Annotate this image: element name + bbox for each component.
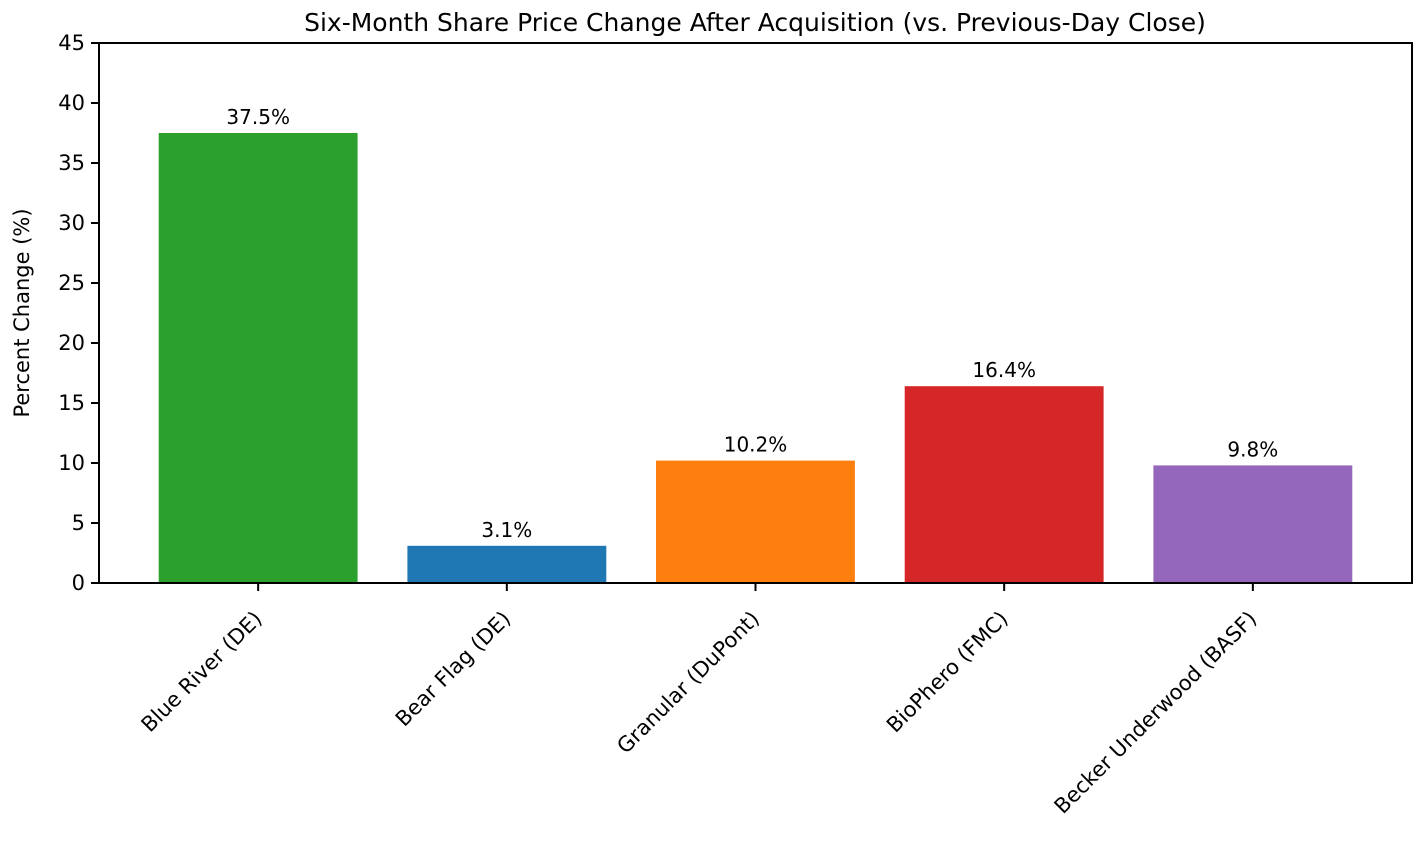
y-tick-label: 35 [58,151,85,175]
bar-3 [656,460,855,583]
x-tick-label-4: BioPhero (FMC) [882,607,1013,738]
chart-title: Six-Month Share Price Change After Acqui… [304,8,1206,37]
bar-value-label-4: 16.4% [972,358,1036,382]
y-tick-label: 25 [58,271,85,295]
bar-2 [407,545,607,583]
bar-1 [158,133,358,583]
y-tick-label: 5 [72,511,85,535]
x-tick-label-3: Granular (DuPont) [612,607,764,759]
y-tick-label: 20 [58,331,85,355]
x-tick-label-5: Becker Underwood (BASF) [1050,607,1262,819]
y-tick-label: 30 [58,211,85,235]
y-tick-label: 10 [58,451,85,475]
x-tick-label-2: Bear Flag (DE) [391,607,516,732]
bar-value-label-1: 37.5% [226,105,290,129]
y-tick-label: 45 [58,31,85,55]
bar-4 [904,386,1104,583]
y-axis-label: Percent Change (%) [10,208,34,417]
y-tick-label: 40 [58,91,85,115]
bar-5 [1153,465,1353,583]
axes-layer [91,42,1413,591]
bar-value-label-2: 3.1% [481,518,532,542]
bars-layer [158,133,1353,583]
x-tick-label-1: Blue River (DE) [137,607,267,737]
bar-value-label-5: 9.8% [1227,437,1278,461]
bar-value-label-3: 10.2% [724,433,788,457]
y-tick-label: 0 [72,571,85,595]
y-tick-label: 15 [58,391,85,415]
